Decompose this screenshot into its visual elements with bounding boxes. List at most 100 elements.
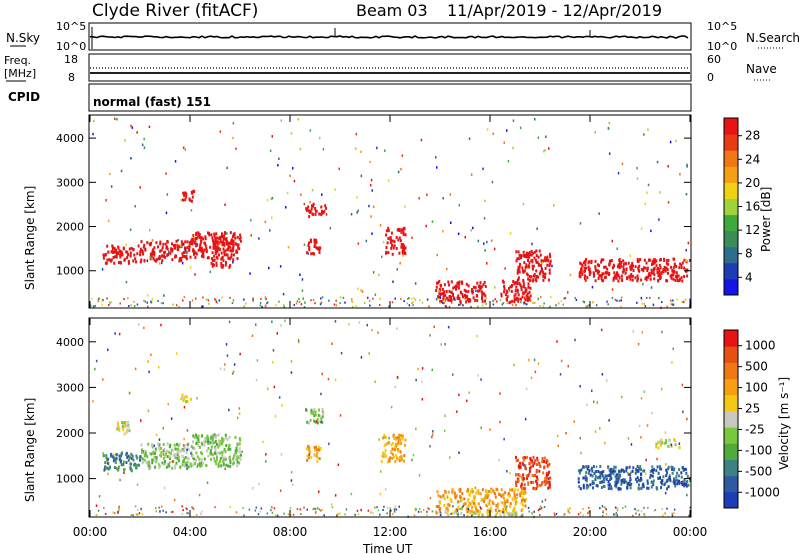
heatmap-cell — [313, 408, 316, 411]
heatmap-cell — [207, 256, 210, 260]
scatter-cell — [431, 433, 434, 436]
heatmap-cell — [152, 452, 155, 455]
heatmap-cell — [321, 410, 324, 414]
ground-scatter-cell — [439, 511, 441, 514]
ground-scatter-cell — [599, 507, 601, 510]
heatmap-cell — [532, 480, 535, 484]
heatmap-cell — [186, 467, 189, 471]
heatmap-cell — [479, 492, 482, 496]
heatmap-cell — [127, 420, 130, 424]
ground-scatter-cell — [636, 301, 638, 304]
heatmap-cell — [584, 263, 587, 267]
scatter-cell — [685, 193, 688, 196]
heatmap-cell — [122, 428, 125, 432]
scatter-cell — [643, 390, 646, 393]
heatmap-cell — [629, 277, 632, 281]
heatmap-cell — [391, 442, 394, 445]
ground-scatter-cell — [411, 302, 413, 305]
heatmap-cell — [471, 287, 473, 291]
heatmap-cell — [165, 452, 168, 456]
heatmap-cell — [472, 501, 475, 505]
scatter-cell — [224, 456, 226, 459]
heatmap-cell — [188, 247, 191, 251]
heatmap-cell — [145, 460, 148, 464]
heatmap-cell — [183, 446, 186, 450]
scatter-cell — [318, 136, 321, 140]
ground-scatter-cell — [641, 302, 644, 305]
heatmap-cell — [457, 505, 460, 509]
heatmap-cell — [316, 417, 319, 421]
scatter-cell — [440, 343, 442, 346]
heatmap-cell — [224, 433, 227, 437]
scatter-cell — [269, 149, 272, 152]
scatter-cell — [412, 453, 415, 457]
heatmap-cell — [118, 458, 121, 462]
heatmap-cell — [541, 460, 544, 464]
heatmap-cell — [614, 465, 617, 469]
heatmap-cell — [578, 272, 581, 275]
heatmap-cell — [120, 454, 122, 458]
heatmap-cell — [527, 483, 530, 486]
heatmap-cell — [158, 448, 161, 452]
scatter-cell — [548, 147, 550, 150]
heatmap-cell — [236, 458, 239, 462]
heatmap-cell — [477, 491, 480, 495]
heatmap-cell — [681, 483, 684, 487]
heatmap-cell — [229, 461, 232, 465]
heatmap-cell — [517, 465, 520, 468]
heatmap-cell — [586, 467, 589, 471]
scatter-cell — [431, 220, 434, 223]
heatmap-cell — [675, 475, 678, 479]
heatmap-cell — [200, 461, 203, 465]
heatmap-cell — [656, 487, 659, 491]
heatmap-cell — [459, 487, 462, 491]
heatmap-cell — [630, 264, 633, 268]
heatmap-cell — [225, 444, 228, 447]
heatmap-cell — [620, 260, 623, 264]
heatmap-cell — [229, 464, 232, 468]
heatmap-cell — [453, 492, 456, 496]
scatter-cell — [318, 490, 320, 493]
heatmap-cell — [546, 472, 549, 476]
heatmap-cell — [183, 464, 186, 468]
ground-scatter-cell — [386, 512, 388, 515]
heatmap-cell — [201, 248, 204, 252]
heatmap-cell — [234, 435, 237, 439]
heatmap-cell — [166, 253, 169, 257]
heatmap-cell — [676, 274, 679, 278]
heatmap-cell — [522, 456, 525, 460]
ground-scatter-cell — [550, 296, 552, 299]
heatmap-cell — [185, 195, 188, 199]
scatter-cell — [595, 465, 598, 469]
heatmap-cell — [579, 469, 582, 473]
heatmap-cell — [599, 481, 602, 484]
heatmap-cell — [626, 483, 629, 487]
heatmap-cell — [213, 232, 216, 236]
heatmap-cell — [470, 289, 473, 293]
ground-scatter-cell — [133, 300, 135, 303]
heatmap-cell — [159, 240, 162, 244]
heatmap-cell — [450, 299, 452, 303]
freq-left-tick-top: 18 — [64, 53, 78, 66]
heatmap-cell — [602, 484, 605, 488]
heatmap-cell — [538, 249, 541, 253]
scatter-cell — [207, 440, 210, 444]
heatmap-cell — [594, 265, 597, 269]
heatmap-cell — [402, 243, 404, 247]
heatmap-cell — [436, 281, 438, 285]
ground-scatter-cell — [296, 508, 299, 510]
scatter-cell — [290, 132, 293, 135]
scatter-cell — [463, 497, 466, 501]
ground-scatter-cell — [320, 297, 322, 300]
heatmap-cell — [181, 463, 184, 467]
heatmap-cell — [643, 266, 645, 270]
scatter-cell — [384, 488, 387, 491]
heatmap-cell — [466, 514, 469, 518]
heatmap-cell — [162, 449, 165, 453]
ground-scatter-cell — [119, 302, 121, 305]
heatmap-cell — [585, 479, 588, 483]
ground-scatter-cell — [248, 508, 251, 511]
heatmap-cell — [198, 457, 201, 461]
scatter-cell — [360, 356, 363, 359]
ground-scatter-cell — [162, 509, 164, 512]
